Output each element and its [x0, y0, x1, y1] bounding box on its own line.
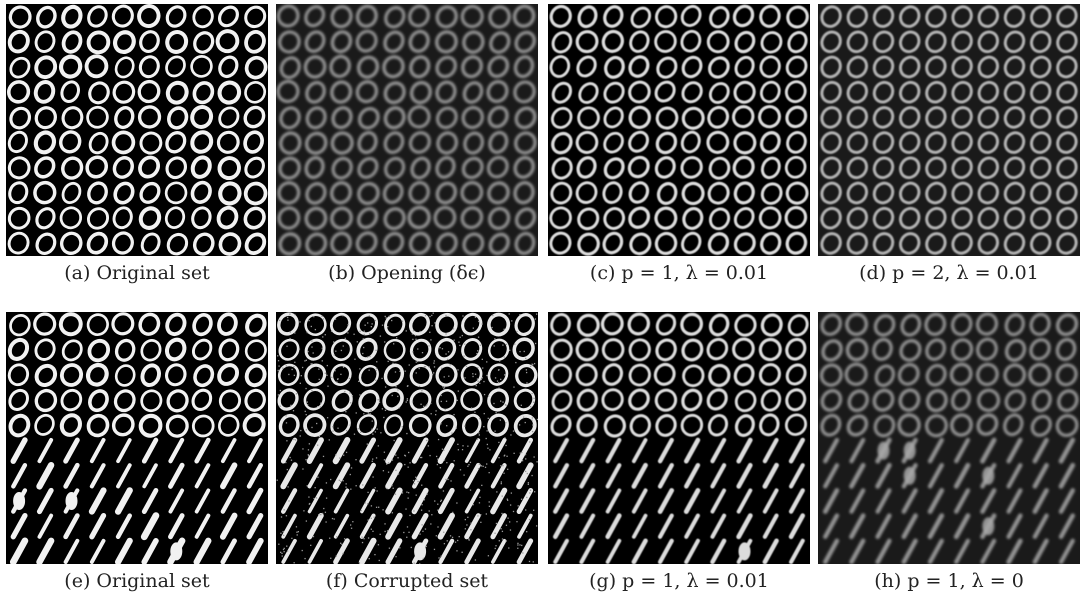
panel-caption: (d) p = 2, λ = 0.01 [859, 262, 1039, 284]
panel-caption: (g) p = 1, λ = 0.01 [589, 570, 769, 592]
panel-e: (e) Original set [6, 312, 268, 592]
panel-caption: (a) Original set [64, 262, 210, 284]
panel-caption: (b) Opening (δϵ) [328, 262, 486, 284]
digit-grid-image [548, 4, 810, 256]
panel-g: (g) p = 1, λ = 0.01 [548, 312, 810, 592]
digit-grid-image [818, 4, 1080, 256]
digit-grid-image [818, 312, 1080, 564]
panel-caption: (e) Original set [64, 570, 210, 592]
panel-c: (c) p = 1, λ = 0.01 [548, 4, 810, 284]
digit-grid-image [6, 4, 268, 256]
digit-grid-image [276, 312, 538, 564]
panel-h: (h) p = 1, λ = 0 [818, 312, 1080, 592]
panel-caption: (c) p = 1, λ = 0.01 [589, 262, 769, 284]
panel-b: (b) Opening (δϵ) [276, 4, 538, 284]
panel-caption: (f) Corrupted set [325, 570, 489, 592]
panel-f: (f) Corrupted set [276, 312, 538, 592]
panel-a: (a) Original set [6, 4, 268, 284]
panel-d: (d) p = 2, λ = 0.01 [818, 4, 1080, 284]
digit-grid-image [276, 4, 538, 256]
panel-caption: (h) p = 1, λ = 0 [874, 570, 1024, 592]
digit-grid-image [6, 312, 268, 564]
digit-grid-image [548, 312, 810, 564]
